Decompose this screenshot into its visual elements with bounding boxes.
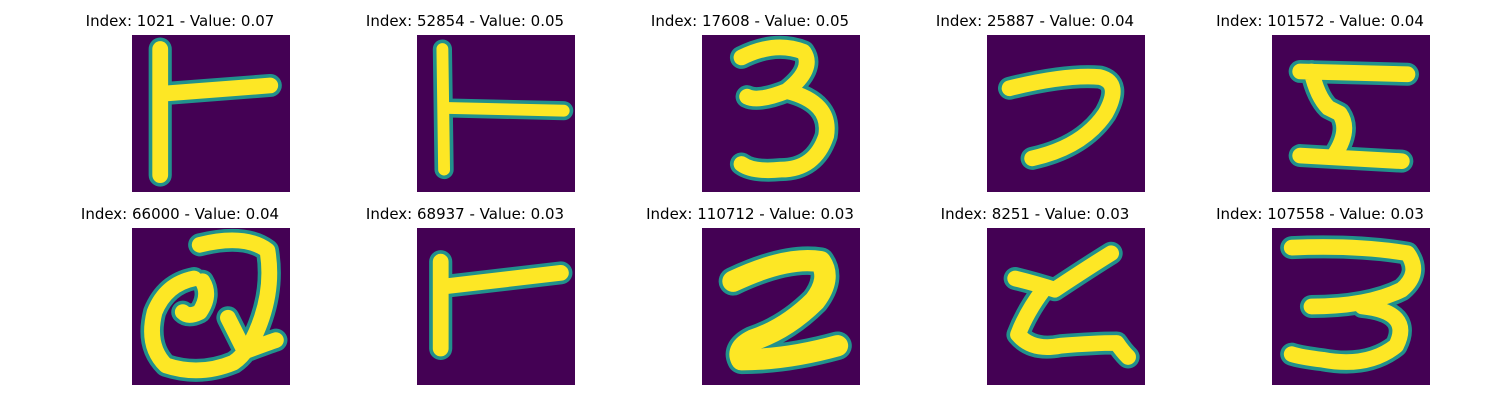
panel-title: Index: 101572 - Value: 0.04 bbox=[1216, 12, 1424, 30]
panel-title: Index: 25887 - Value: 0.04 bbox=[935, 12, 1135, 30]
panel-3: Index: 17608 - Value: 0.05 bbox=[600, 0, 900, 192]
digit-image bbox=[132, 228, 290, 385]
digit-image bbox=[987, 228, 1145, 385]
panel-title: Index: 52854 - Value: 0.05 bbox=[365, 12, 565, 30]
panel-title: Index: 66000 - Value: 0.04 bbox=[80, 205, 280, 223]
panel-title: Index: 8251 - Value: 0.03 bbox=[940, 205, 1130, 223]
panel-2: Index: 52854 - Value: 0.05 bbox=[315, 0, 615, 192]
digit-image bbox=[1272, 35, 1430, 192]
digit-image bbox=[1272, 228, 1430, 385]
panel-4: Index: 25887 - Value: 0.04 bbox=[885, 0, 1185, 192]
panel-title: Index: 110712 - Value: 0.03 bbox=[646, 205, 854, 223]
digit-image bbox=[702, 228, 860, 385]
digit-image bbox=[132, 35, 290, 192]
panel-title: Index: 107558 - Value: 0.03 bbox=[1216, 205, 1424, 223]
digit-image bbox=[417, 228, 575, 385]
digit-image bbox=[417, 35, 575, 192]
digit-image bbox=[702, 35, 860, 192]
panel-1: Index: 1021 - Value: 0.07 bbox=[30, 0, 330, 192]
panel-5: Index: 101572 - Value: 0.04 bbox=[1170, 0, 1470, 192]
panel-10: Index: 107558 - Value: 0.03 bbox=[1170, 193, 1470, 385]
panel-title: Index: 17608 - Value: 0.05 bbox=[650, 12, 850, 30]
panel-title: Index: 68937 - Value: 0.03 bbox=[365, 205, 565, 223]
panel-8: Index: 110712 - Value: 0.03 bbox=[600, 193, 900, 385]
panel-7: Index: 68937 - Value: 0.03 bbox=[315, 193, 615, 385]
panel-6: Index: 66000 - Value: 0.04 bbox=[30, 193, 330, 385]
digit-image bbox=[987, 35, 1145, 192]
panel-title: Index: 1021 - Value: 0.07 bbox=[85, 12, 275, 30]
panel-9: Index: 8251 - Value: 0.03 bbox=[885, 193, 1185, 385]
